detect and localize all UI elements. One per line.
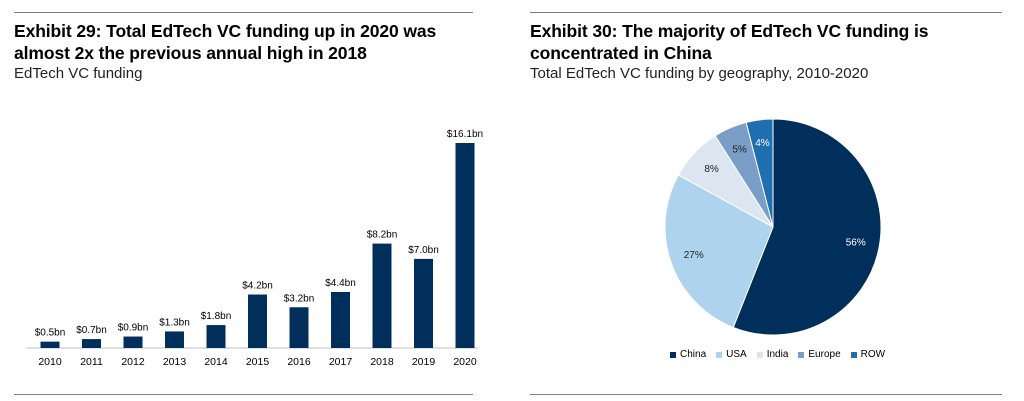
bar — [248, 294, 267, 348]
legend-swatch — [670, 351, 676, 358]
bar — [372, 243, 392, 348]
x-tick-label: 2016 — [287, 356, 311, 368]
legend-swatch — [850, 351, 857, 358]
exhibit-30-subtitle: Total EdTech VC funding by geography, 20… — [530, 65, 869, 82]
x-tick-label: 2011 — [80, 356, 103, 368]
bar — [40, 341, 60, 348]
legend-item: India — [756, 349, 789, 360]
pie-slice — [664, 174, 774, 329]
bar — [165, 331, 184, 348]
bar — [414, 258, 433, 348]
top-rule — [14, 12, 473, 13]
slice-data-label: 4% — [755, 138, 770, 149]
bar-data-label: $0.9bn — [118, 323, 149, 334]
bar — [455, 143, 475, 348]
legend-item: USA — [716, 349, 747, 360]
bar-data-label: $0.5bn — [35, 328, 66, 339]
exhibit-29-panel: Exhibit 29: Total EdTech VC funding up i… — [14, 0, 483, 401]
bar-data-label: $3.2bn — [284, 293, 315, 304]
bottom-rule — [14, 394, 473, 395]
bar-data-label: $16.1bn — [447, 129, 483, 140]
bar — [289, 307, 309, 348]
slice-data-label: 27% — [684, 250, 704, 261]
pie-legend: China USA India Europe ROW — [670, 349, 885, 360]
x-tick-label: 2015 — [246, 356, 270, 368]
x-tick-label: 2018 — [370, 356, 394, 368]
legend-item: Europe — [798, 349, 841, 360]
pie-chart: 56% 27% 8% 5% 4% — [664, 118, 882, 336]
bar-data-label: $4.4bn — [325, 278, 356, 289]
x-tick-label: 2014 — [204, 356, 228, 368]
exhibit-30-title: Exhibit 30: The majority of EdTech VC fu… — [530, 21, 929, 63]
legend-label: ROW — [860, 349, 886, 360]
pie-slice — [745, 118, 774, 228]
bar-data-label: $7.0bn — [408, 245, 439, 256]
bar-data-label: $4.2bn — [242, 281, 273, 292]
x-tick-label: 2010 — [38, 356, 62, 368]
exhibit-29-subtitle: EdTech VC funding — [14, 65, 143, 82]
legend-label: Europe — [808, 349, 841, 360]
x-tick-label: 2017 — [329, 356, 353, 368]
top-rule — [530, 12, 1002, 13]
bar-data-label: $0.7bn — [76, 325, 107, 336]
bar — [123, 336, 143, 348]
legend-label: India — [766, 349, 789, 360]
bar — [206, 325, 226, 348]
legend-swatch — [716, 351, 723, 358]
slice-data-label: 5% — [732, 144, 747, 155]
slice-data-label: 56% — [846, 237, 866, 248]
exhibit-30-panel: Exhibit 30: The majority of EdTech VC fu… — [530, 0, 1002, 401]
legend-swatch — [798, 351, 805, 358]
bar — [331, 291, 350, 348]
slice-data-label: 8% — [704, 164, 719, 175]
legend-item: ROW — [850, 349, 886, 360]
exhibit-29-title: Exhibit 29: Total EdTech VC funding up i… — [14, 21, 437, 63]
legend-item: China — [670, 349, 706, 360]
bar-data-label: $8.2bn — [367, 230, 398, 241]
bar-data-label: $1.8bn — [201, 311, 232, 322]
bottom-rule — [530, 394, 1002, 395]
legend-label: China — [680, 349, 707, 360]
x-tick-label: 2020 — [453, 356, 477, 368]
x-tick-label: 2012 — [121, 356, 145, 368]
legend-label: USA — [726, 349, 747, 360]
legend-swatch — [756, 351, 763, 358]
pie-slice — [732, 118, 882, 336]
bar-data-label: $1.3bn — [159, 317, 190, 328]
x-tick-label: 2019 — [412, 356, 436, 368]
bar — [82, 339, 101, 348]
bar-chart: $0.5bn 2010 $0.7bn 2011 $0.9bn 2012 $1.3bn 2013… — [26, 129, 483, 368]
x-tick-label: 2013 — [163, 356, 187, 368]
